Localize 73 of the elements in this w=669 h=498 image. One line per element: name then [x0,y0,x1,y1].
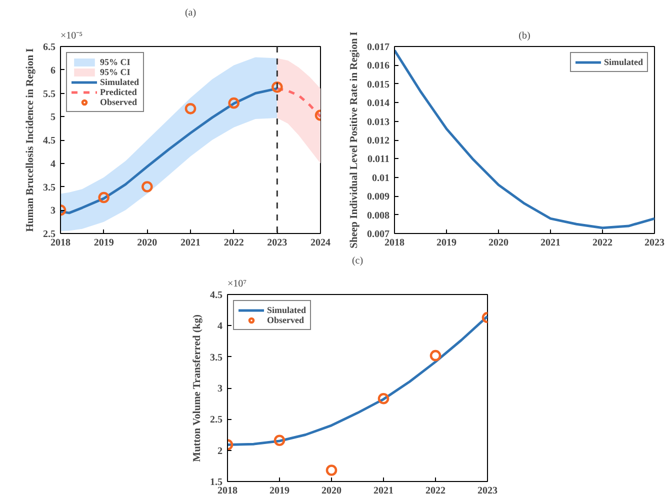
y-tick-label: 5.5 [43,88,56,100]
point [272,82,283,93]
y-axis-title: Mutton Volume Transferred (kg) [192,314,203,462]
y-tick-label: 2 [218,446,222,457]
y-tick-label: 3.5 [43,182,56,194]
y-tick-label: 0.016 [367,60,390,72]
point [184,103,196,114]
x-tick-label: 2022 [224,238,244,248]
x-tick-label: 2023 [478,486,498,496]
chart-title: (c) [352,256,364,266]
x-tick-label: 2024 [310,238,330,248]
y-tick-label: 5 [50,112,56,124]
x-tick-label: 2022 [426,486,446,496]
y-tick-label: 0.009 [367,192,390,203]
y-tick-label: 3 [50,206,56,217]
text: ×10⁷ [228,278,248,290]
chart-title: (a) [184,8,196,18]
y-tick-label: 3.5 [210,352,222,364]
y-tick-label: 4 [50,158,56,170]
x-tick-label: 2021 [374,486,394,496]
y-tick-label: 0.007 [367,229,390,240]
y-tick-label: 6.5 [43,42,56,53]
x-tick-label: 2020 [137,238,158,248]
point [142,181,153,192]
legend-label: Simulated [604,57,643,67]
y-axis-title: Human Brucellosis Incidence in Region I [25,48,36,232]
text: ×10⁻⁵ [60,30,83,42]
y-tick-label: 0.013 [367,116,390,128]
chart-title: (b) [518,30,530,42]
legend-label: Observed [100,97,137,107]
point [326,464,338,476]
y-tick-label: 0.017 [367,42,390,53]
point [228,97,240,109]
y-tick-label: 0.01 [372,172,390,184]
line-series [394,48,654,230]
x-tick-label: 2023 [267,238,288,248]
x-tick-label: 2021 [180,238,200,248]
y-tick-label: 0.011 [368,154,390,166]
point [98,192,110,204]
y-tick-label: 3 [218,384,222,394]
y-tick-label: 0.014 [367,98,390,110]
x-tick-label: 2018 [50,238,70,248]
x-tick-label: 2018 [384,238,404,248]
y-tick-label: 2.5 [210,414,222,426]
line-series [60,87,278,214]
y-tick-label: 0.008 [367,210,390,222]
legend-label: Simulated [100,77,140,87]
x-tick-label: 2019 [270,486,290,496]
x-tick-label: 2020 [322,486,342,496]
y-tick-label: 0.012 [367,136,390,146]
line-series [228,315,488,446]
line-series [276,87,320,118]
x-tick-label: 2021 [540,238,560,248]
x-tick-label: 2022 [592,238,612,248]
x-tick-label: 2018 [218,486,238,496]
point [378,392,390,404]
legend-label: Simulated [267,305,306,315]
y-tick-label: 4.5 [43,136,56,146]
y-tick-label: 2.5 [43,229,56,240]
y-axis-title: Sheep Individual Level Positive Rate in Region I [349,32,360,248]
legend-label: 95% CI [100,57,130,67]
legend-label: 95% CI [100,67,130,77]
x-tick-label: 2020 [488,238,508,248]
y-tick-label: 4 [218,321,222,332]
y-tick-label: 1.5 [210,477,222,488]
y-tick-label: 6 [50,65,56,76]
x-tick-label: 2023 [644,238,664,248]
legend-label: Predicted [100,87,137,97]
y-tick-label: 4.5 [210,290,222,301]
x-tick-label: 2019 [436,238,456,248]
legend-label: Observed [267,315,304,325]
x-tick-label: 2019 [94,238,114,248]
y-tick-label: 0.015 [367,79,390,90]
